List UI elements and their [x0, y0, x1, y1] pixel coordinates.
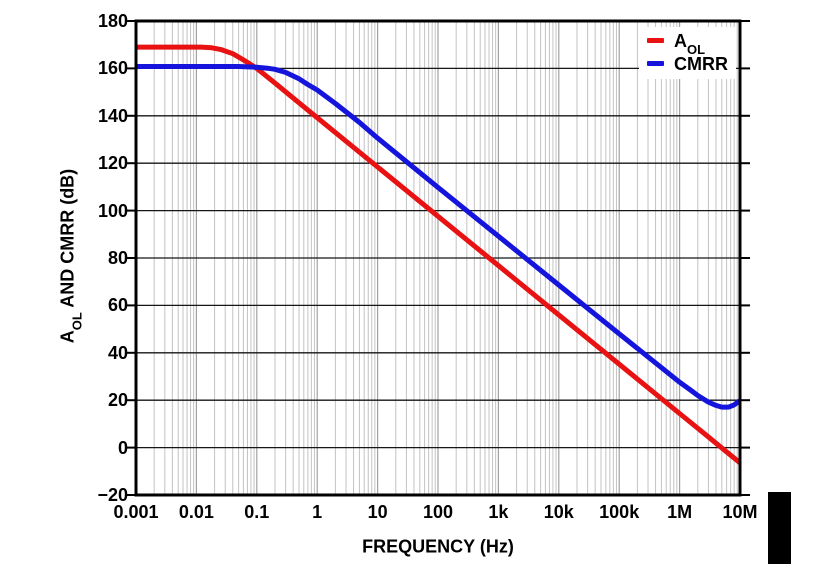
y-tick-label: 80	[107, 248, 128, 268]
y-tick-label: 160	[97, 58, 128, 79]
y-tick-label: 100	[97, 200, 128, 221]
x-tick-label: 100k	[599, 502, 640, 522]
x-tick-label: 0.01	[178, 502, 214, 522]
x-tick-label: 0.001	[113, 502, 159, 522]
legend-label-cmrr: CMRR	[674, 53, 728, 74]
legend: AOL CMRR	[639, 27, 736, 79]
x-tick-label: 0.1	[244, 502, 270, 522]
legend-item-aol: AOL	[647, 29, 728, 58]
x-tick-label: 1k	[488, 502, 509, 522]
y-tick-label: 180	[97, 11, 128, 31]
x-tick-label: 1M	[667, 502, 693, 522]
x-tick-label: 10M	[722, 502, 758, 522]
y-tick-label: 140	[97, 105, 128, 126]
y-tick-label: 60	[107, 295, 128, 316]
x-tick-label: 1	[312, 502, 323, 522]
x-axis-title: FREQUENCY (Hz)	[362, 536, 514, 557]
y-tick-label: 20	[107, 390, 128, 411]
x-tick-label: 10	[367, 502, 388, 522]
y-tick-label: −20	[97, 485, 128, 505]
legend-label-aol: AOL	[674, 30, 706, 58]
x-tick-label: 100	[422, 502, 454, 522]
page-edge-marker	[768, 492, 791, 564]
y-tick-label: 40	[107, 342, 128, 363]
y-tick-label: 0	[117, 437, 128, 458]
aol-line-dash-icon	[647, 38, 664, 43]
x-tick-label: 10k	[543, 502, 574, 522]
y-tick-label: 120	[97, 153, 128, 174]
legend-item-cmrr: CMRR	[647, 52, 728, 75]
cmrr-line-dash-icon	[647, 61, 664, 66]
